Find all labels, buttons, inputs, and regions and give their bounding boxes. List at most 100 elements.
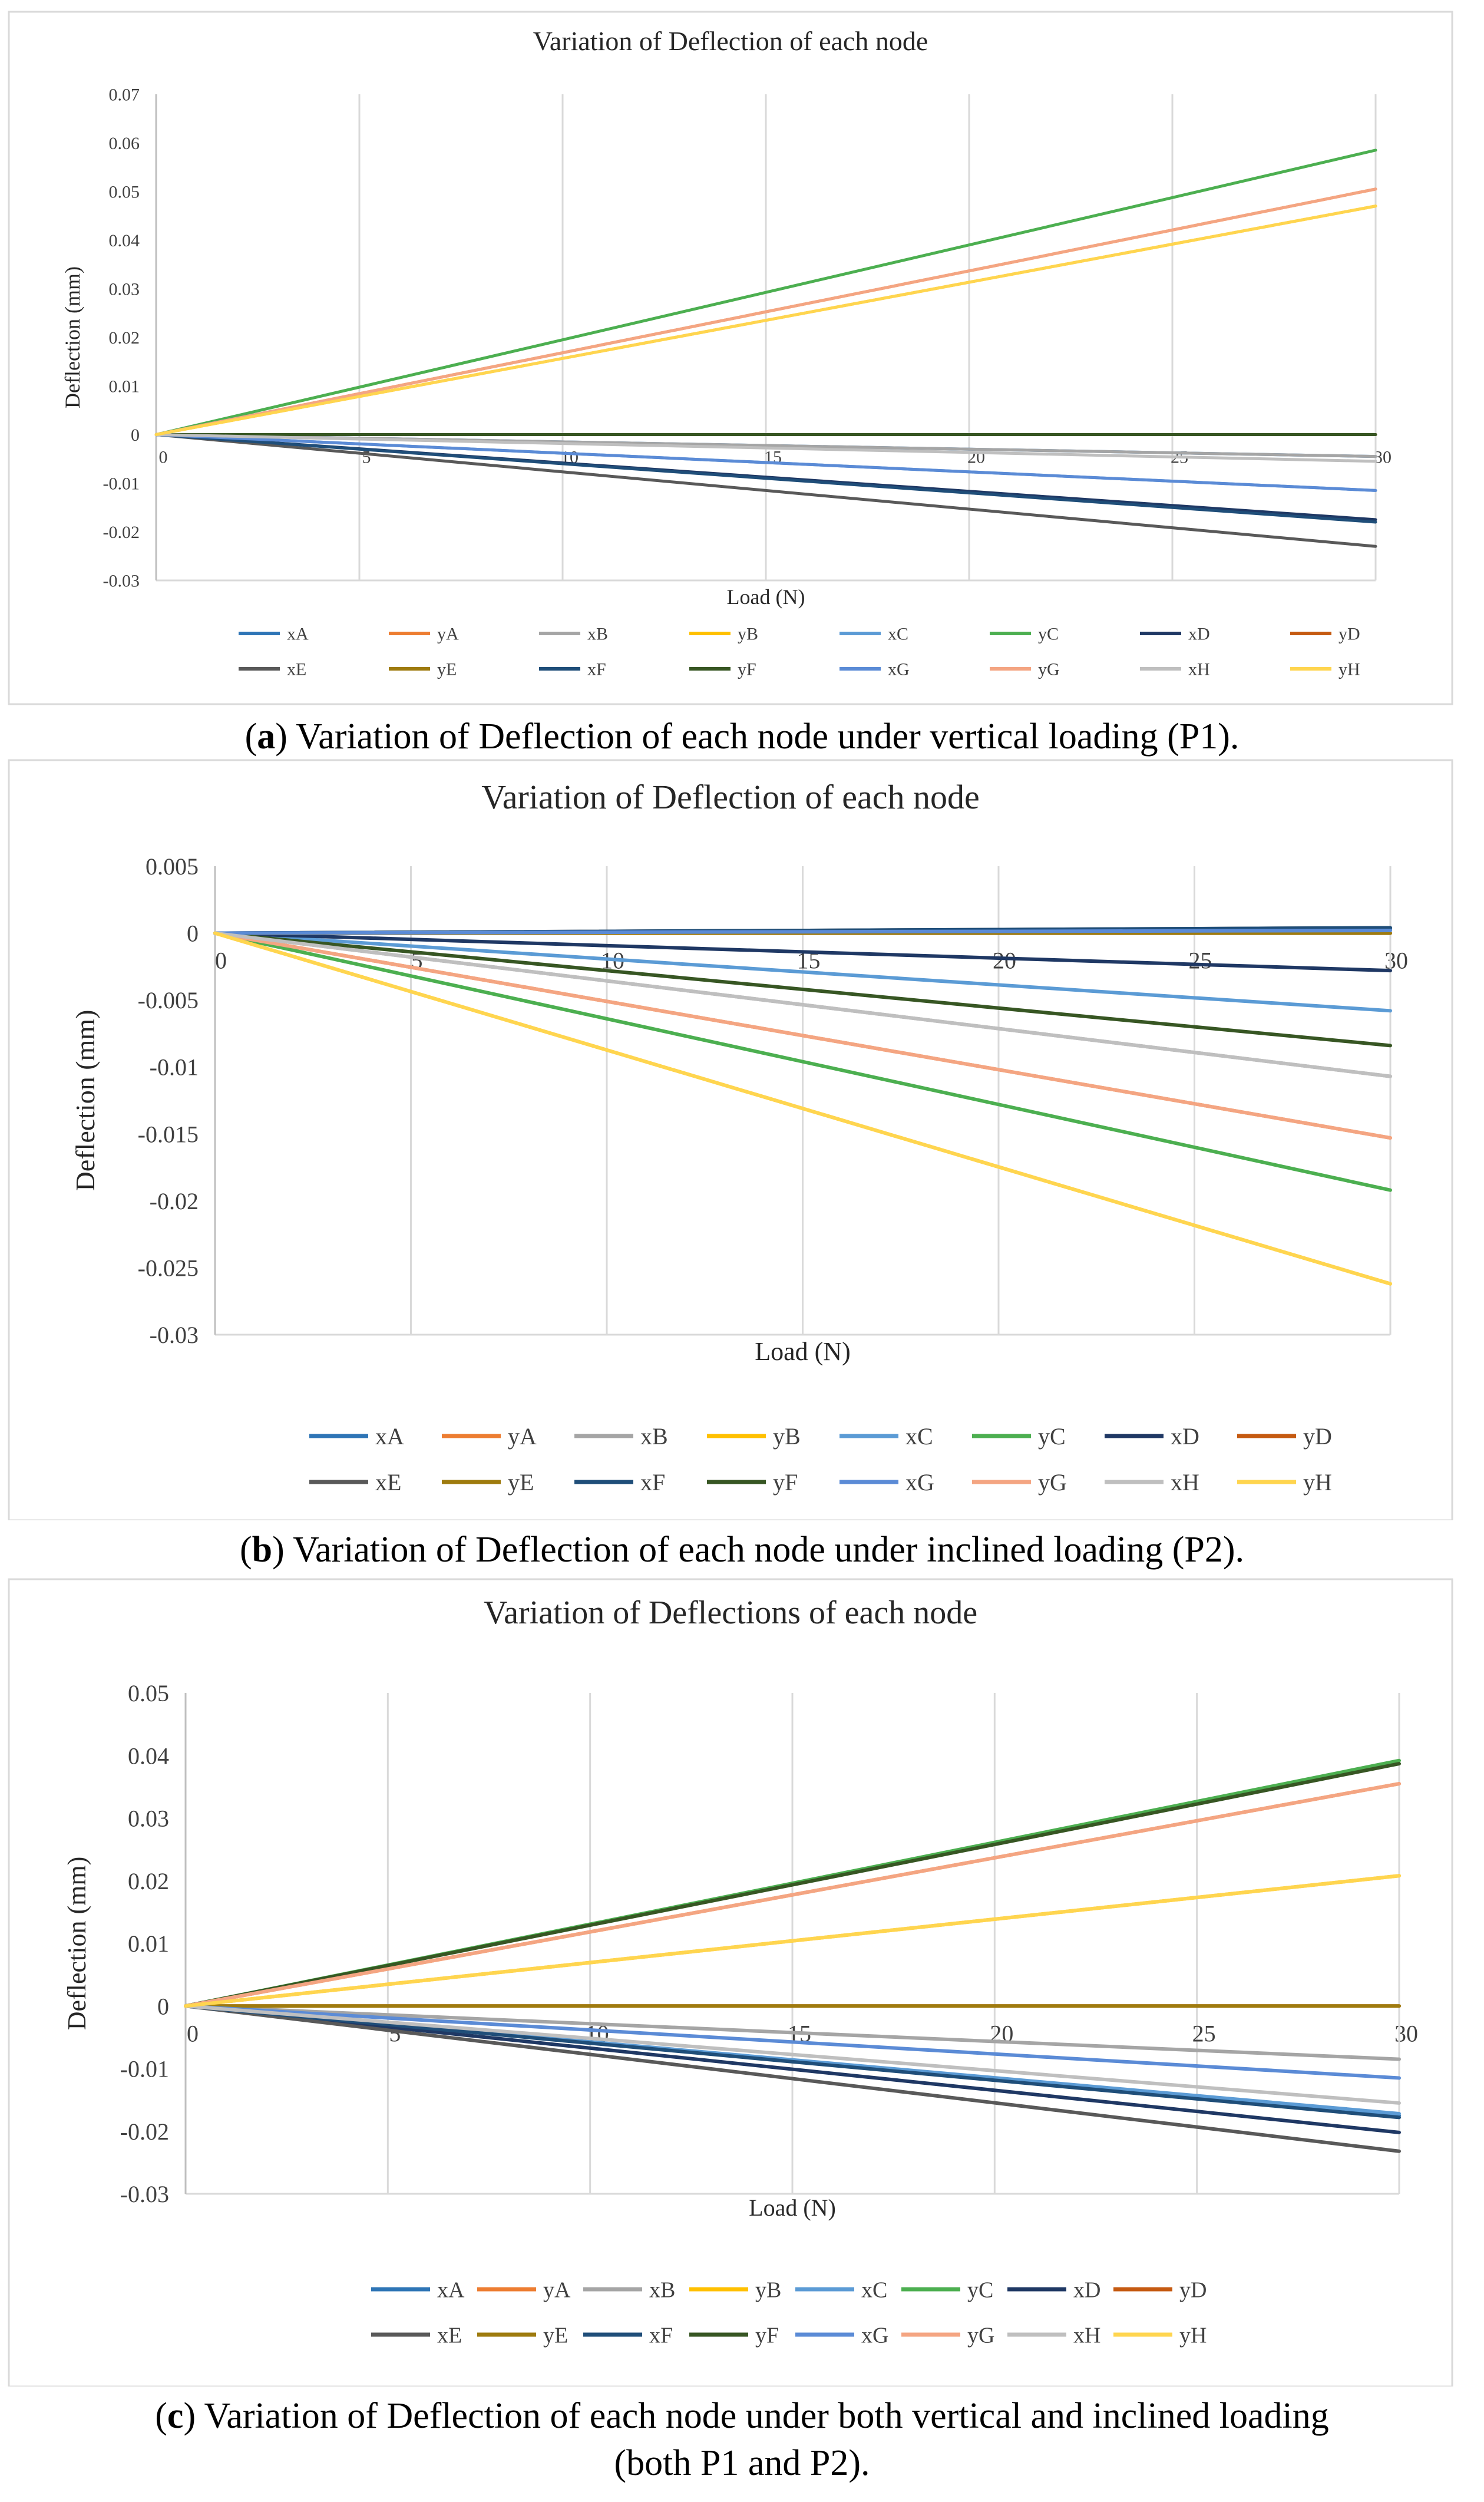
legend-label-xF: xF [640, 1469, 665, 1496]
y-tick-label: -0.015 [138, 1121, 199, 1147]
chart-panel-c: Variation of Deflections of each node 0 5 1… [0, 1573, 1484, 2502]
y-axis-label: Deflection (mm) [61, 266, 84, 408]
y-tick-label: -0.02 [103, 523, 140, 542]
series-line-xD [184, 2004, 1401, 2134]
legend-label-yC: yC [967, 2277, 993, 2302]
legend-label-xC: xC [888, 625, 908, 644]
legend-label-xF: xF [649, 2323, 673, 2348]
x-tick-label: 0 [187, 2020, 199, 2047]
legend-label-yE: yE [543, 2323, 568, 2348]
series-line-xB [184, 2004, 1401, 2061]
caption-a: (a) Variation of Deflection of each node… [244, 717, 1240, 757]
legend-label-xG: xG [905, 1469, 934, 1496]
x-tick-label: 25 [1189, 948, 1212, 974]
y-tick-label: -0.01 [103, 474, 140, 494]
series-line-yC [213, 931, 1392, 1192]
y-tick-label: 0.04 [109, 231, 140, 250]
legend-label-xE: xE [437, 2323, 462, 2348]
legend-label-xA: xA [437, 2277, 465, 2302]
legend-label-yG: yG [967, 2323, 994, 2348]
legend-label-xC: xC [861, 2277, 887, 2302]
chart-title: Variation of Deflection of each node [533, 26, 928, 56]
legend-label-xH: xH [1171, 1469, 1199, 1496]
series-line-xF [154, 433, 1377, 524]
legend-label-xB: xB [587, 625, 608, 644]
chart-panel-b: Variation of Deflection of each node 0 5 10… [0, 754, 1484, 1573]
y-axis-label: Deflection (mm) [70, 1010, 100, 1191]
caption-b-label: b [252, 1530, 273, 1570]
y-tick-label: 0.04 [128, 1742, 169, 1769]
y-tick-label: 0.03 [109, 280, 140, 299]
legend-label-xH: xH [1188, 660, 1210, 679]
legend-label-xG: xG [861, 2323, 888, 2348]
legend-label-yE: yE [437, 660, 457, 679]
legend-label-yF: yF [755, 2323, 779, 2348]
caption-c-text: ) Variation of Deflection of each node u… [183, 2396, 1329, 2436]
legend-label-xA: xA [375, 1423, 404, 1450]
series-line-yG [154, 187, 1377, 436]
y-tick-label: -0.03 [103, 572, 140, 591]
legend-label-yE: yE [508, 1469, 534, 1496]
caption-c-label: c [167, 2396, 184, 2436]
chart-border [8, 1578, 1453, 2387]
caption-b: (b) Variation of Deflection of each node… [239, 1530, 1245, 1570]
x-tick-label: 25 [1192, 2020, 1216, 2047]
y-tick-label: 0.01 [109, 377, 140, 397]
series-line-xF [184, 2004, 1401, 2120]
series-line-xC [213, 931, 1392, 1013]
legend-label-xA: xA [287, 625, 309, 644]
legend-label-xB: xB [640, 1423, 668, 1450]
y-tick-label: 0.05 [109, 183, 140, 202]
series-line-xG [154, 433, 1377, 492]
y-tick-label: 0 [157, 1993, 169, 2019]
series-line-xH [213, 931, 1392, 1078]
series-line-yH [154, 204, 1377, 436]
caption-b-text: ) Variation of Deflection of each node u… [272, 1530, 1245, 1570]
y-tick-label: 0.005 [146, 853, 199, 880]
y-tick-label: 0.05 [128, 1680, 169, 1706]
series-line-yH [213, 931, 1392, 1286]
legend-label-yC: yC [1038, 1423, 1066, 1450]
x-tick-label: 30 [1394, 2020, 1418, 2047]
x-axis-label: Load (N) [755, 1337, 851, 1366]
legend-label-yC: yC [1038, 625, 1059, 644]
y-tick-label: 0 [131, 425, 140, 445]
x-tick-label: 20 [993, 948, 1016, 974]
legend-label-yA: yA [508, 1423, 537, 1450]
series-line-yC [154, 148, 1377, 436]
chart-border [8, 759, 1453, 1520]
series-line-xD [213, 931, 1392, 973]
y-tick-label: -0.005 [138, 987, 199, 1014]
caption-a-label: a [257, 717, 276, 757]
x-tick-label: 0 [215, 948, 227, 974]
legend-label-xE: xE [375, 1469, 401, 1496]
legend-label-xD: xD [1171, 1423, 1199, 1450]
caption-a-text: ) Variation of Deflection of each node u… [275, 717, 1240, 757]
caption-c-text-line2: (both P1 and P2). [614, 2443, 870, 2483]
legend-label-yA: yA [543, 2277, 571, 2302]
y-tick-label: -0.03 [120, 2181, 169, 2207]
series-line-xG [184, 2004, 1401, 2080]
legend-label-yH: yH [1338, 660, 1360, 679]
series-line-xH [154, 433, 1377, 463]
series-line-yH [184, 1874, 1401, 2008]
y-tick-label: -0.02 [150, 1188, 199, 1214]
legend-label-xC: xC [905, 1423, 933, 1450]
legend-label-yF: yF [773, 1469, 798, 1496]
y-tick-label: -0.02 [120, 2118, 169, 2145]
legend-label-xE: xE [287, 660, 306, 679]
legend-label-yB: yB [755, 2277, 781, 2302]
legend-label-yD: yD [1179, 2277, 1207, 2302]
x-axis-label: Load (N) [727, 585, 805, 609]
y-tick-label: 0.02 [128, 1868, 169, 1894]
legend-label-yB: yB [773, 1423, 801, 1450]
legend-label-xH: xH [1073, 2323, 1100, 2348]
y-tick-label: 0.06 [109, 134, 140, 153]
y-tick-label: 0 [187, 920, 199, 947]
caption-c: (c) Variation of Deflection of each node… [155, 2396, 1329, 2483]
chart-border [8, 11, 1453, 705]
chart-title: Variation of Deflection of each node [481, 778, 979, 816]
